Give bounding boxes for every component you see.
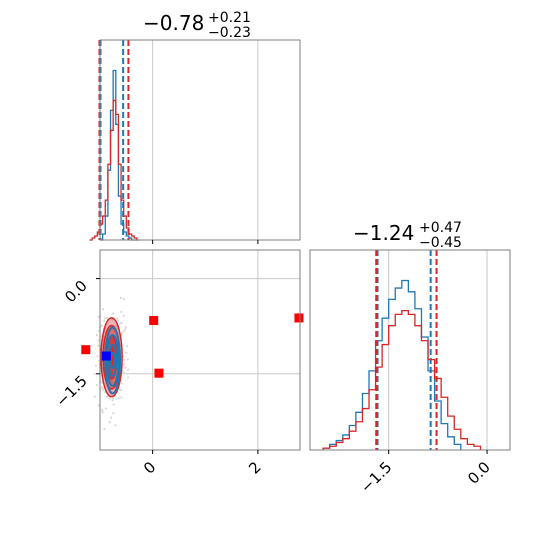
histogram-param-1 (89, 39, 301, 244)
truth-marker-blue (101, 351, 111, 361)
scatter-point (122, 363, 126, 366)
scatter-point (108, 421, 111, 424)
hist2-frame (309, 249, 511, 451)
scatter-point (97, 404, 101, 407)
scatter-point (125, 345, 129, 348)
hist1-frame (99, 39, 301, 241)
scatter-point (103, 317, 107, 320)
scatter-point (103, 391, 107, 394)
scatter-point (97, 339, 100, 342)
scatter-point (104, 407, 107, 410)
scatter-point (93, 372, 96, 375)
scatter-point (112, 403, 115, 406)
hist2-title-plus: +0.47 (419, 220, 462, 236)
scatter-point (124, 328, 127, 331)
scatter-point (94, 364, 97, 367)
scatter-point (122, 297, 125, 301)
scatter-point (122, 314, 125, 317)
scatter-point (103, 319, 106, 323)
scatter-point (118, 388, 122, 391)
scatter-point (111, 399, 114, 402)
scatter-point (115, 317, 119, 320)
scatter-point (116, 319, 119, 322)
scatter-point (126, 376, 130, 379)
scatter-point (93, 395, 96, 398)
hist2-series-0-step (322, 279, 462, 450)
scatter-ytick-label: 0.0 (61, 277, 91, 307)
scatter-point (117, 396, 121, 399)
truth-marker-red (154, 368, 164, 378)
scatter-point (102, 308, 105, 311)
hist1-series-1-step (89, 99, 140, 241)
scatter-point (119, 296, 122, 299)
scatter-point (115, 397, 118, 400)
scatter-point (101, 381, 104, 384)
scatter-point (112, 397, 115, 400)
hist2-xtick-label: 0.0 (464, 458, 494, 488)
scatter-point (112, 412, 115, 415)
scatter-point (120, 321, 123, 324)
scatter-point (124, 366, 127, 369)
scatter-point (120, 382, 123, 385)
scatter-point (122, 371, 125, 374)
scatter-point (105, 395, 109, 399)
truth-marker-red (81, 345, 91, 355)
scatter-point (125, 351, 128, 354)
hist1-title-plus: +0.21 (208, 10, 251, 26)
scatter-point (97, 344, 100, 347)
scatter-point (126, 358, 129, 361)
scatter-point (111, 312, 115, 315)
scatter-point (109, 416, 113, 419)
scatter-point (123, 358, 126, 361)
scatter-point (126, 368, 130, 371)
histogram-param-2: −1.5 0.0 (309, 249, 511, 497)
scatter-point (120, 310, 123, 313)
scatter-point (96, 355, 99, 358)
scatter-point (100, 324, 103, 327)
scatter-point (95, 384, 99, 387)
scatter-point (115, 324, 118, 327)
scatter-point (124, 326, 127, 329)
hist2-xtick-label: −1.5 (357, 458, 395, 496)
scatter-point (103, 427, 106, 431)
scatter-point (120, 396, 123, 399)
scatter-frame (99, 249, 301, 451)
hist1-title-minus: −0.23 (208, 25, 251, 41)
scatter-xtick-label: 2 (245, 458, 264, 477)
scatter-point (102, 389, 105, 392)
scatter-point (101, 411, 104, 414)
truth-marker-red (294, 313, 304, 323)
hist1-title-median: −0.78 (143, 11, 204, 35)
hist2-title-minus: −0.45 (419, 235, 462, 251)
scatter-point (120, 332, 123, 335)
scatter-point (114, 424, 117, 427)
scatter-point (100, 408, 104, 412)
truth-marker-red (149, 315, 159, 325)
scatter-point (122, 330, 125, 333)
scatter-point (101, 387, 104, 390)
scatter-ytick-label: −1.5 (52, 372, 90, 410)
scatter-point (95, 333, 98, 337)
scatter-xtick-label: 0 (140, 458, 159, 477)
hist2-series-1-step (322, 309, 482, 450)
scatter-contour-panel: 0 2 0.0 −1.5 (52, 249, 304, 478)
scatter-point (108, 397, 111, 400)
hist2-title-median: −1.24 (353, 221, 414, 245)
